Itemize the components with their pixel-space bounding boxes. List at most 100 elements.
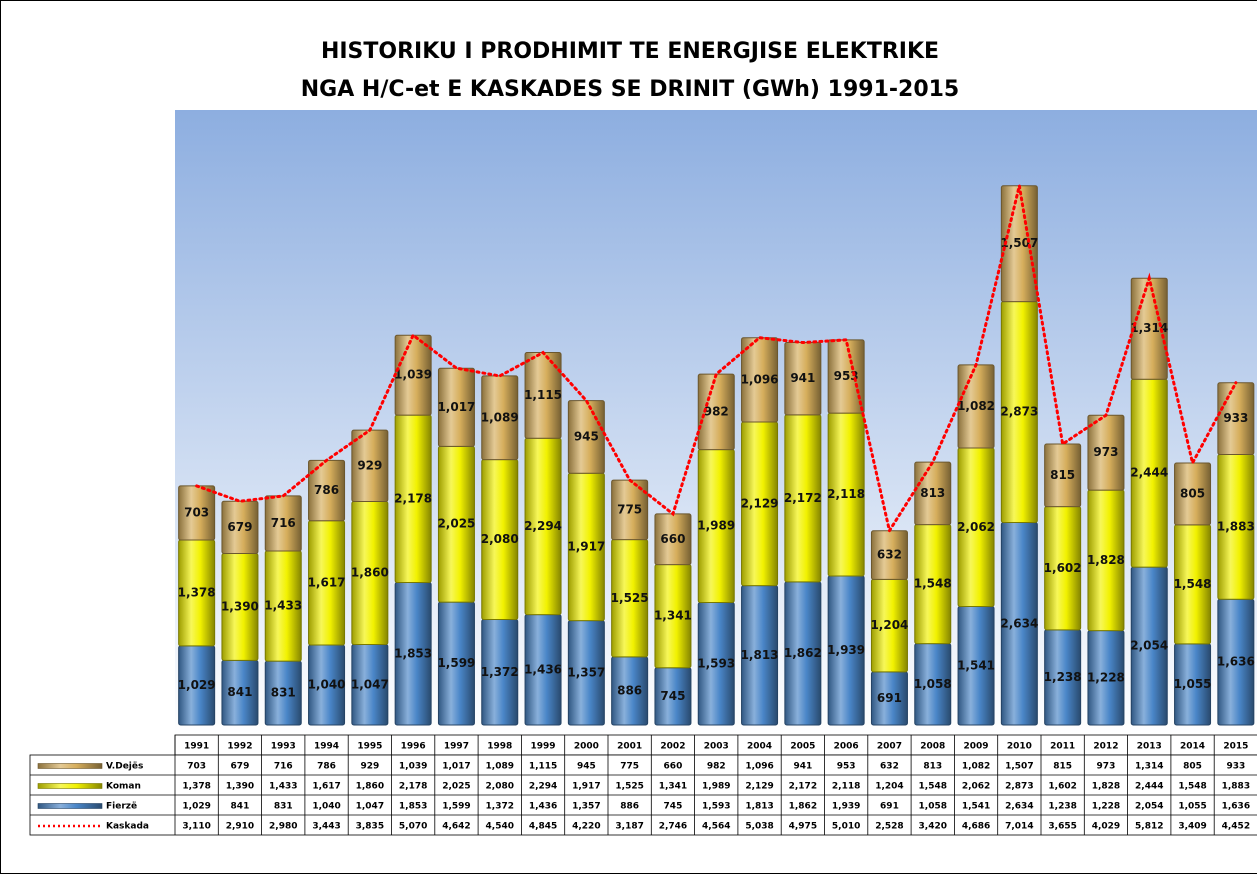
table-cell: 1,055	[1178, 802, 1206, 812]
x-tick-label: 2012	[1093, 742, 1118, 752]
table-cell: 3,420	[919, 822, 947, 832]
x-tick-label: 1999	[531, 742, 556, 752]
data-label: 1,617	[308, 575, 346, 589]
x-tick-label: 2010	[1007, 742, 1032, 752]
table-cell: 815	[1053, 762, 1072, 772]
table-cell: 2,025	[442, 782, 470, 792]
x-tick-label: 2008	[920, 742, 945, 752]
data-label: 1,828	[1087, 553, 1125, 567]
data-label: 2,294	[524, 519, 562, 533]
data-label: 1,860	[351, 566, 389, 580]
table-cell: 1,939	[832, 802, 860, 812]
data-label: 2,178	[394, 491, 432, 505]
table-cell: 4,452	[1222, 822, 1250, 832]
table-cell: 933	[1226, 762, 1245, 772]
data-label: 2,062	[957, 520, 995, 534]
table-cell: 1,096	[745, 762, 773, 772]
table-cell: 1,314	[1135, 762, 1163, 772]
table-cell: 1,436	[529, 802, 557, 812]
data-label: 933	[1223, 411, 1248, 425]
table-cell: 1,525	[615, 782, 643, 792]
table-cell: 929	[360, 762, 379, 772]
table-cell: 4,642	[442, 822, 470, 832]
table-cell: 2,294	[529, 782, 557, 792]
table-cell: 1,593	[702, 802, 730, 812]
data-label: 1,853	[394, 646, 432, 660]
table-cell: 982	[707, 762, 726, 772]
data-label: 1,541	[957, 658, 995, 672]
table-cell: 4,564	[702, 822, 730, 832]
table-cell: 805	[1183, 762, 1202, 772]
data-label: 679	[227, 520, 252, 534]
table-cell: 2,873	[1005, 782, 1033, 792]
x-tick-label: 1993	[271, 742, 296, 752]
table-cell: 5,070	[399, 822, 427, 832]
table-cell: 1,228	[1092, 802, 1120, 812]
data-label: 1,390	[221, 599, 259, 613]
x-tick-label: 2011	[1050, 742, 1075, 752]
table-cell: 691	[880, 802, 899, 812]
table-cell: 679	[231, 762, 250, 772]
x-tick-label: 2009	[964, 742, 989, 752]
table-cell: 703	[187, 762, 206, 772]
table-cell: 1,917	[572, 782, 600, 792]
x-tick-label: 2004	[747, 742, 772, 752]
data-label: 1,917	[567, 539, 605, 553]
data-label: 703	[184, 505, 209, 519]
data-label: 632	[877, 548, 902, 562]
data-label: 929	[357, 458, 382, 472]
table-cell: 1,089	[486, 762, 514, 772]
table-cell: 1,548	[919, 782, 947, 792]
table-cell: 1,115	[529, 762, 557, 772]
table-cell: 1,058	[919, 802, 947, 812]
data-label: 1,089	[481, 410, 519, 424]
x-tick-label: 2005	[790, 742, 815, 752]
table-cell: 2,910	[226, 822, 254, 832]
data-label: 1,228	[1087, 670, 1125, 684]
data-label: 745	[660, 689, 685, 703]
table-cell: 1,853	[399, 802, 427, 812]
x-tick-label: 2002	[660, 742, 685, 752]
x-tick-label: 2013	[1137, 742, 1162, 752]
data-label: 1,433	[264, 599, 302, 613]
table-cell: 2,129	[745, 782, 773, 792]
table-cell: 2,054	[1135, 802, 1163, 812]
legend-label: V.Dejës	[106, 762, 143, 772]
data-label: 1,055	[1174, 677, 1212, 691]
table-cell: 1,390	[226, 782, 254, 792]
data-label: 2,025	[437, 517, 475, 531]
table-cell: 4,029	[1092, 822, 1120, 832]
data-label: 2,054	[1130, 639, 1168, 653]
x-tick-label: 2015	[1223, 742, 1248, 752]
data-label: 1,813	[741, 648, 779, 662]
x-tick-label: 2006	[834, 742, 859, 752]
data-label: 1,372	[481, 665, 519, 679]
table-cell: 1,029	[182, 802, 210, 812]
table-cell: 1,548	[1178, 782, 1206, 792]
table-cell: 886	[620, 802, 639, 812]
table-cell: 2,118	[832, 782, 860, 792]
table-cell: 1,599	[442, 802, 470, 812]
data-label: 1,040	[308, 678, 346, 692]
data-label: 1,636	[1217, 655, 1255, 669]
table-cell: 2,062	[962, 782, 990, 792]
table-cell: 4,540	[486, 822, 514, 832]
table-cell: 1,378	[182, 782, 210, 792]
table-cell: 716	[274, 762, 293, 772]
data-label: 1,548	[914, 577, 952, 591]
table-cell: 4,220	[572, 822, 600, 832]
data-label: 1,939	[827, 643, 865, 657]
table-cell: 7,014	[1005, 822, 1033, 832]
data-label: 1,548	[1174, 577, 1212, 591]
data-label: 1,593	[697, 656, 735, 670]
table-cell: 2,746	[659, 822, 687, 832]
table-cell: 1,636	[1222, 802, 1250, 812]
table-cell: 1,433	[269, 782, 297, 792]
chart-title: HISTORIKU I PRODHIMIT TE ENERGJISE ELEKT…	[321, 39, 939, 64]
x-tick-label: 2003	[704, 742, 729, 752]
data-label: 2,634	[1000, 616, 1038, 630]
table-cell: 831	[274, 802, 293, 812]
data-label: 2,118	[827, 487, 865, 501]
table-cell: 1,541	[962, 802, 990, 812]
data-label: 1,096	[741, 372, 779, 386]
